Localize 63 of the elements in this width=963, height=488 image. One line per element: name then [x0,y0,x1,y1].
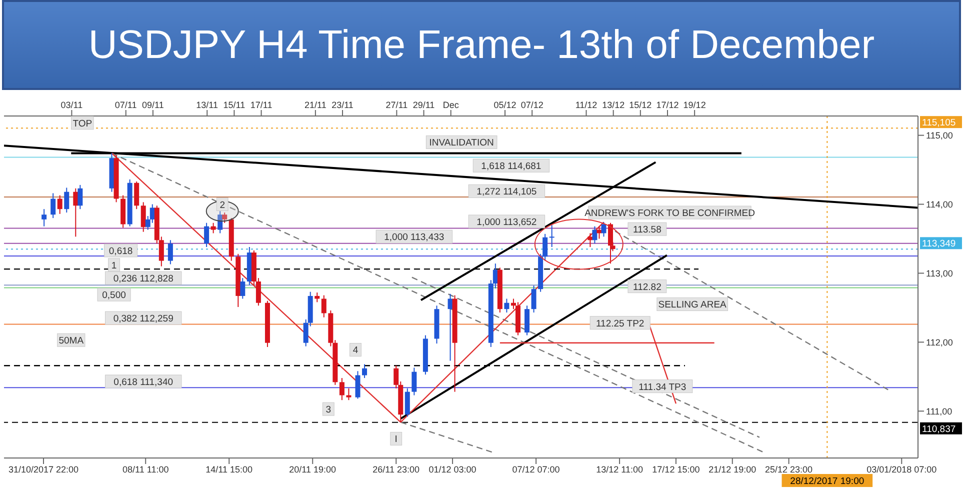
x2-tick-label: 13/11 [196,100,218,110]
x2-tick-label: 13/12 [602,100,625,110]
x2-tick-label: 09/11 [142,100,164,110]
x-tick-label: 21/12 19:00 [708,464,756,474]
annotation: 0,500 [102,290,126,302]
annotation: TOP [72,118,92,130]
x2-tick-label: 03/11 [60,100,83,110]
annotation: SELLING AREA [658,300,728,311]
ref-line-label: 28/12/2017 19:00 [790,476,864,487]
annotation: 1 [111,260,117,272]
annotation: 0,382 112,259 [113,314,174,325]
x2-tick-label: 15/11 [223,100,246,110]
x2-tick-label: 15/12 [629,100,652,110]
annotation: 2 [220,200,225,211]
y-tick-label: 112,00 [926,337,953,348]
x-tick-label: 25/12 23:00 [765,464,813,474]
x2-tick-label: 23/11 [332,100,354,110]
x2-tick-label: 07/11 [114,100,137,110]
y-tick-label: 113,00 [926,268,953,278]
x2-tick-label: 29/11 [412,100,435,110]
annotation: 0,236 112,828 [113,274,174,285]
x2-tick-label: 17/11 [250,100,272,110]
x2-tick-label: 11/12 [575,100,598,110]
y-tick-label: 115,00 [926,130,953,140]
x2-tick-label: 05/12 [494,100,516,110]
y-tick-label: 111,00 [926,406,952,416]
x2-tick-label: 17/12 [656,100,679,110]
annotation: 50MA [58,336,84,347]
x-tick-label: 14/11 15:00 [206,464,253,474]
annotation: ANDREW'S FORK TO BE CONFIRMED [584,208,756,220]
ref-line-label: 110,837 [922,424,956,435]
annotation: 3 [326,404,332,416]
x-tick-label: 31/10/2017 22:00 [8,464,79,474]
x-tick-label: 20/11 19:00 [289,464,336,474]
chart-title: USDJPY H4 Time Frame- 13th of December [2,0,961,90]
annotation: 0,618 111,340 [114,376,174,388]
annotation: 1,618 114,681 [481,161,542,172]
x-tick-label: 26/11 23:00 [372,464,420,474]
annotation: 112.82 [633,282,662,293]
annotation: I [394,434,398,446]
x2-tick-label: 07/12 [520,100,544,110]
x-tick-label: 17/12 15:00 [652,464,700,474]
annotation: 0,618 [108,246,133,257]
x2-tick-label: 27/11 [386,100,408,110]
x-tick-label: 07/12 07:00 [512,464,560,474]
x-tick-label: 13/12 11:00 [596,464,643,474]
x-tick-label: 08/11 11:00 [122,464,169,474]
ref-line-label: 115,105 [922,118,956,129]
annotation: INVALIDATION [429,138,494,149]
annotation: 1,000 113,433 [384,232,444,244]
x2-tick-label: 21/11 [304,100,326,110]
x2-tick-label: 19/12 [683,100,706,110]
x2-tick-label: Dec [442,100,460,110]
x-tick-label: 03/01/2018 07:00 [866,464,937,474]
x-tick-label: 01/12 03:00 [428,464,476,474]
annotation: 112.25 TP2 [596,318,644,330]
annotation: 1,272 114,105 [476,186,537,198]
annotation: 4 [352,345,358,356]
annotation: 111.34 TP3 [638,382,686,393]
annotation: 113.58 [633,224,662,236]
y-tick-label: 114,00 [926,199,953,210]
annotation: 1,000 113,652 [476,216,537,228]
ref-line-label: 113,349 [922,238,956,250]
